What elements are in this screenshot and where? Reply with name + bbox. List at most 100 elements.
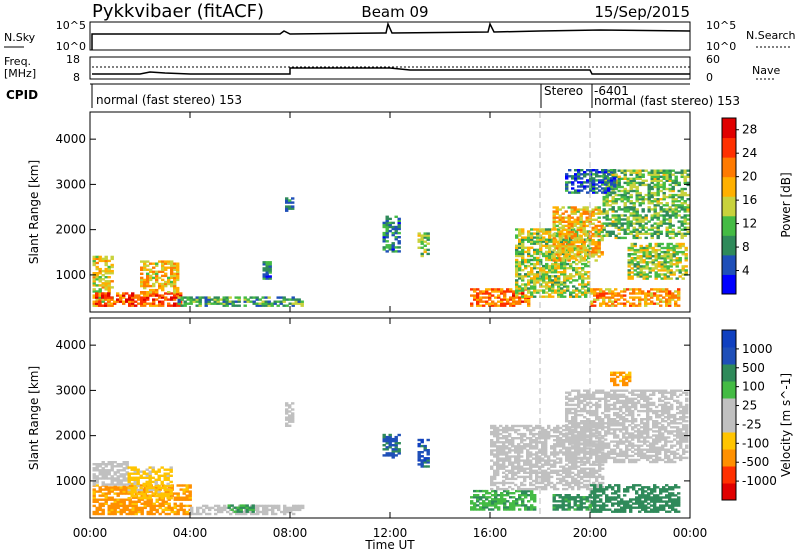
power-cell	[98, 304, 102, 307]
vel-cell	[607, 442, 611, 445]
vel-cell	[589, 442, 593, 445]
power-cell	[567, 253, 571, 256]
power-cell	[674, 294, 678, 297]
vel-cell	[244, 512, 248, 516]
power-cell	[515, 279, 519, 282]
vel-cell	[610, 440, 614, 443]
vel-cell	[479, 506, 483, 509]
power-cell	[638, 195, 642, 199]
vel-cell	[95, 475, 99, 478]
vel-cell	[116, 465, 120, 468]
vel-cell	[580, 467, 584, 470]
vel-cell	[256, 510, 260, 514]
vel-cell	[592, 434, 596, 437]
power-cell	[533, 267, 537, 270]
vel-cell	[595, 407, 599, 411]
power-cell	[590, 304, 594, 307]
power-cell	[521, 248, 525, 252]
power-cell	[545, 291, 549, 294]
vel-cell	[173, 498, 177, 501]
power-cell	[601, 187, 605, 190]
vel-cell	[110, 483, 114, 486]
vel-cell	[271, 510, 275, 514]
vel-cell	[110, 465, 114, 468]
power-cell	[524, 260, 528, 264]
power-cell	[397, 231, 401, 235]
power-cell	[527, 234, 531, 237]
power-cell	[662, 185, 666, 189]
power-cell	[557, 275, 561, 278]
power-cell	[485, 300, 489, 303]
vel-cell	[535, 481, 539, 485]
power-cell	[677, 200, 681, 203]
vel-cell	[520, 475, 524, 479]
power-cell	[641, 183, 645, 187]
vel-cell	[494, 504, 498, 507]
power-cell	[164, 284, 168, 288]
vel-cell	[529, 473, 533, 477]
power-cell	[512, 294, 516, 297]
power-cell	[420, 242, 424, 245]
vel-cell	[511, 467, 515, 470]
power-cell	[552, 220, 556, 223]
power-cell	[170, 292, 174, 295]
power-cell	[650, 294, 654, 297]
power-cell	[617, 216, 621, 219]
power-cell	[607, 177, 611, 180]
vel-cell	[394, 446, 398, 449]
power-cell	[597, 238, 601, 242]
vel-cell	[571, 434, 575, 437]
power-cell	[479, 296, 483, 299]
power-cell	[570, 222, 574, 225]
power-cell	[587, 275, 591, 278]
power-cell	[659, 214, 663, 217]
power-cell	[539, 252, 543, 256]
vel-cell	[494, 494, 498, 497]
vel-cell	[176, 498, 180, 501]
power-cell	[95, 265, 99, 269]
vel-cell	[559, 469, 563, 472]
power-cell	[300, 304, 304, 307]
vel-cell	[604, 401, 608, 405]
vel-cell	[586, 422, 590, 425]
power-cell	[629, 189, 633, 193]
vel-cell	[571, 487, 575, 491]
power-cell	[611, 220, 615, 223]
power-cell	[665, 304, 669, 307]
power-cell	[104, 304, 108, 307]
power-cell	[98, 300, 102, 303]
power-cell	[580, 185, 584, 188]
vel-cell	[119, 463, 123, 466]
power-cell	[650, 302, 654, 305]
power-cell	[663, 265, 667, 268]
power-cell	[485, 302, 489, 305]
beam-label: Beam 09	[361, 3, 428, 21]
power-cell	[580, 181, 584, 184]
vel-cell	[586, 487, 590, 491]
power-cell	[470, 294, 474, 297]
vel-cell	[535, 457, 539, 460]
vel-cell	[499, 451, 503, 454]
vel-cell	[580, 460, 584, 464]
vel-cell	[568, 411, 572, 415]
power-cell	[600, 238, 604, 242]
power-cell	[650, 292, 654, 295]
power-cell	[533, 291, 537, 294]
power-cell	[645, 246, 649, 250]
power-cell	[591, 241, 595, 244]
power-cell	[524, 236, 528, 239]
power-cell	[95, 304, 99, 307]
power-cell	[512, 304, 516, 307]
vel-cell	[520, 439, 524, 442]
vel-cell	[526, 455, 530, 458]
power-cell	[167, 260, 171, 263]
vel-cell	[116, 506, 120, 510]
power-cell	[578, 267, 582, 270]
vel-cell	[574, 460, 578, 464]
power-cell	[140, 268, 144, 271]
power-cell	[623, 218, 627, 221]
power-cell	[654, 271, 658, 274]
vel-cell	[496, 459, 500, 462]
station-title: Pykkvibaer (fitACF)	[92, 1, 264, 22]
power-cell	[518, 264, 522, 268]
